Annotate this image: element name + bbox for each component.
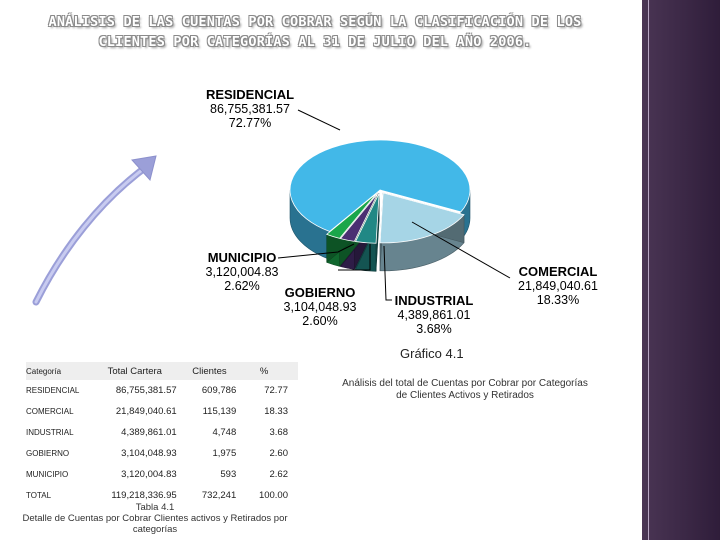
slice-percent-municipio: 2.62% bbox=[224, 279, 260, 293]
slice-label-comercial: COMERCIAL 21,849,040.61 18.33% bbox=[506, 264, 610, 308]
table-caption: Tabla 4.1 Detalle de Cuentas por Cobrar C… bbox=[2, 502, 308, 535]
table-cell: 119,218,336.95 bbox=[111, 490, 177, 501]
figure-caption: Gráfico 4.1 bbox=[400, 346, 464, 361]
table-cell: GOBIERNO bbox=[26, 449, 70, 458]
table-cell: 2.62 bbox=[269, 469, 289, 480]
table-cell: COMERCIAL bbox=[26, 407, 74, 416]
table-cell: 86,755,381.57 bbox=[115, 385, 177, 396]
table-cell: 18.33 bbox=[264, 406, 288, 417]
slice-value-comercial: 21,849,040.61 bbox=[518, 279, 598, 293]
slice-name-industrial: INDUSTRIAL bbox=[394, 293, 474, 308]
table-cell: 72.77 bbox=[264, 385, 288, 396]
table-cell: 115,139 bbox=[202, 406, 237, 417]
title-line-1: ANÁLISIS DE LAS CUENTAS POR COBRAR SEGÚN… bbox=[48, 14, 582, 30]
table-cell: 3,104,048.93 bbox=[121, 448, 177, 459]
slice-name-comercial: COMERCIAL bbox=[518, 264, 598, 279]
table-row: INDUSTRIAL 4,389,861.01 4,748 3.68 bbox=[26, 422, 298, 443]
slice-percent-industrial: 3.68% bbox=[416, 322, 452, 336]
table-cell: 21,849,040.61 bbox=[115, 406, 177, 417]
table-cell: 4,748 bbox=[212, 427, 237, 438]
slice-percent-residencial: 72.77% bbox=[228, 116, 272, 130]
table-cell: MUNICIPIO bbox=[26, 470, 69, 479]
table-cell: 2.60 bbox=[269, 448, 289, 459]
table-header-categoria: Categoría bbox=[26, 366, 62, 376]
table-cell: 3,120,004.83 bbox=[121, 469, 177, 480]
table-cell: 593 bbox=[220, 469, 237, 480]
side-caption: Análisis del total de Cuentas por Cobrar… bbox=[342, 378, 588, 401]
table-header-percent: % bbox=[259, 365, 269, 377]
sidebar-divider bbox=[648, 0, 649, 540]
slice-name-gobierno: GOBIERNO bbox=[284, 285, 356, 300]
slice-value-municipio: 3,120,004.83 bbox=[205, 265, 279, 279]
slice-label-residencial: RESIDENCIAL 86,755,381.57 72.77% bbox=[198, 87, 302, 131]
table-cell: RESIDENCIAL bbox=[26, 386, 80, 395]
table-cell: 732,241 bbox=[201, 490, 237, 501]
table-total-row: TOTAL 119,218,336.95 732,241 100.00 bbox=[26, 485, 298, 506]
pie-slice-industrial bbox=[354, 193, 380, 244]
table-caption-line: Detalle de Cuentas por Cobrar Clientes a… bbox=[22, 513, 288, 535]
table-cell: 609,786 bbox=[201, 385, 237, 396]
table-header-clientes: Clientes bbox=[192, 365, 227, 377]
slice-percent-comercial: 18.33% bbox=[536, 293, 580, 307]
table-row: COMERCIAL 21,849,040.61 115,139 18.33 bbox=[26, 401, 298, 422]
leader-line-residencial bbox=[297, 109, 341, 131]
decorative-sidebar bbox=[642, 0, 720, 540]
slice-label-industrial: INDUSTRIAL 4,389,861.01 3.68% bbox=[384, 293, 484, 337]
slice-value-gobierno: 3,104,048.93 bbox=[283, 300, 357, 314]
leader-line-industrial bbox=[383, 245, 392, 301]
pie-slice-municipio bbox=[325, 192, 378, 239]
table-row: RESIDENCIAL 86,755,381.57 609,786 72.77 bbox=[26, 380, 298, 401]
table-cell: TOTAL bbox=[26, 491, 52, 500]
table-cell: 1,975 bbox=[212, 448, 237, 459]
table-header-row: Categoría Total Cartera Clientes % bbox=[26, 362, 298, 380]
pie-slice-gobierno bbox=[339, 192, 379, 242]
leader-lines bbox=[277, 109, 511, 301]
table-caption-line: Tabla 4.1 bbox=[135, 502, 175, 513]
title-line-2: CLIENTES POR CATEGORÍAS AL 31 DE JULIO D… bbox=[98, 34, 532, 50]
table-cell: INDUSTRIAL bbox=[26, 428, 74, 437]
table-row: MUNICIPIO 3,120,004.83 593 2.62 bbox=[26, 464, 298, 485]
leader-line-municipio bbox=[277, 243, 355, 259]
leader-line-comercial bbox=[411, 221, 511, 279]
slice-label-gobierno: GOBIERNO 3,104,048.93 2.60% bbox=[272, 285, 368, 329]
table-cell: 100.00 bbox=[258, 490, 288, 501]
table-header-total-cartera: Total Cartera bbox=[107, 365, 162, 377]
pie-slice-comercial bbox=[379, 192, 465, 244]
curved-arrow-decoration bbox=[32, 155, 157, 306]
table-cell: 4,389,861.01 bbox=[121, 427, 177, 438]
pie-slice-residencial bbox=[289, 139, 471, 232]
data-table: Categoría Total Cartera Clientes % RESID… bbox=[26, 362, 298, 506]
slice-value-residencial: 86,755,381.57 bbox=[210, 102, 290, 116]
slice-percent-gobierno: 2.60% bbox=[302, 314, 338, 328]
table-cell: 3.68 bbox=[269, 427, 289, 438]
slice-value-industrial: 4,389,861.01 bbox=[397, 308, 471, 322]
table-row: GOBIERNO 3,104,048.93 1,975 2.60 bbox=[26, 443, 298, 464]
leader-line-gobierno bbox=[338, 244, 371, 271]
page-title: ANÁLISIS DE LAS CUENTAS POR COBRAR SEGÚN… bbox=[20, 12, 610, 52]
slice-name-residencial: RESIDENCIAL bbox=[205, 87, 295, 102]
slice-label-municipio: MUNICIPIO 3,120,004.83 2.62% bbox=[196, 250, 288, 294]
pie-3d-group bbox=[289, 139, 471, 272]
slice-name-municipio: MUNICIPIO bbox=[207, 250, 277, 265]
